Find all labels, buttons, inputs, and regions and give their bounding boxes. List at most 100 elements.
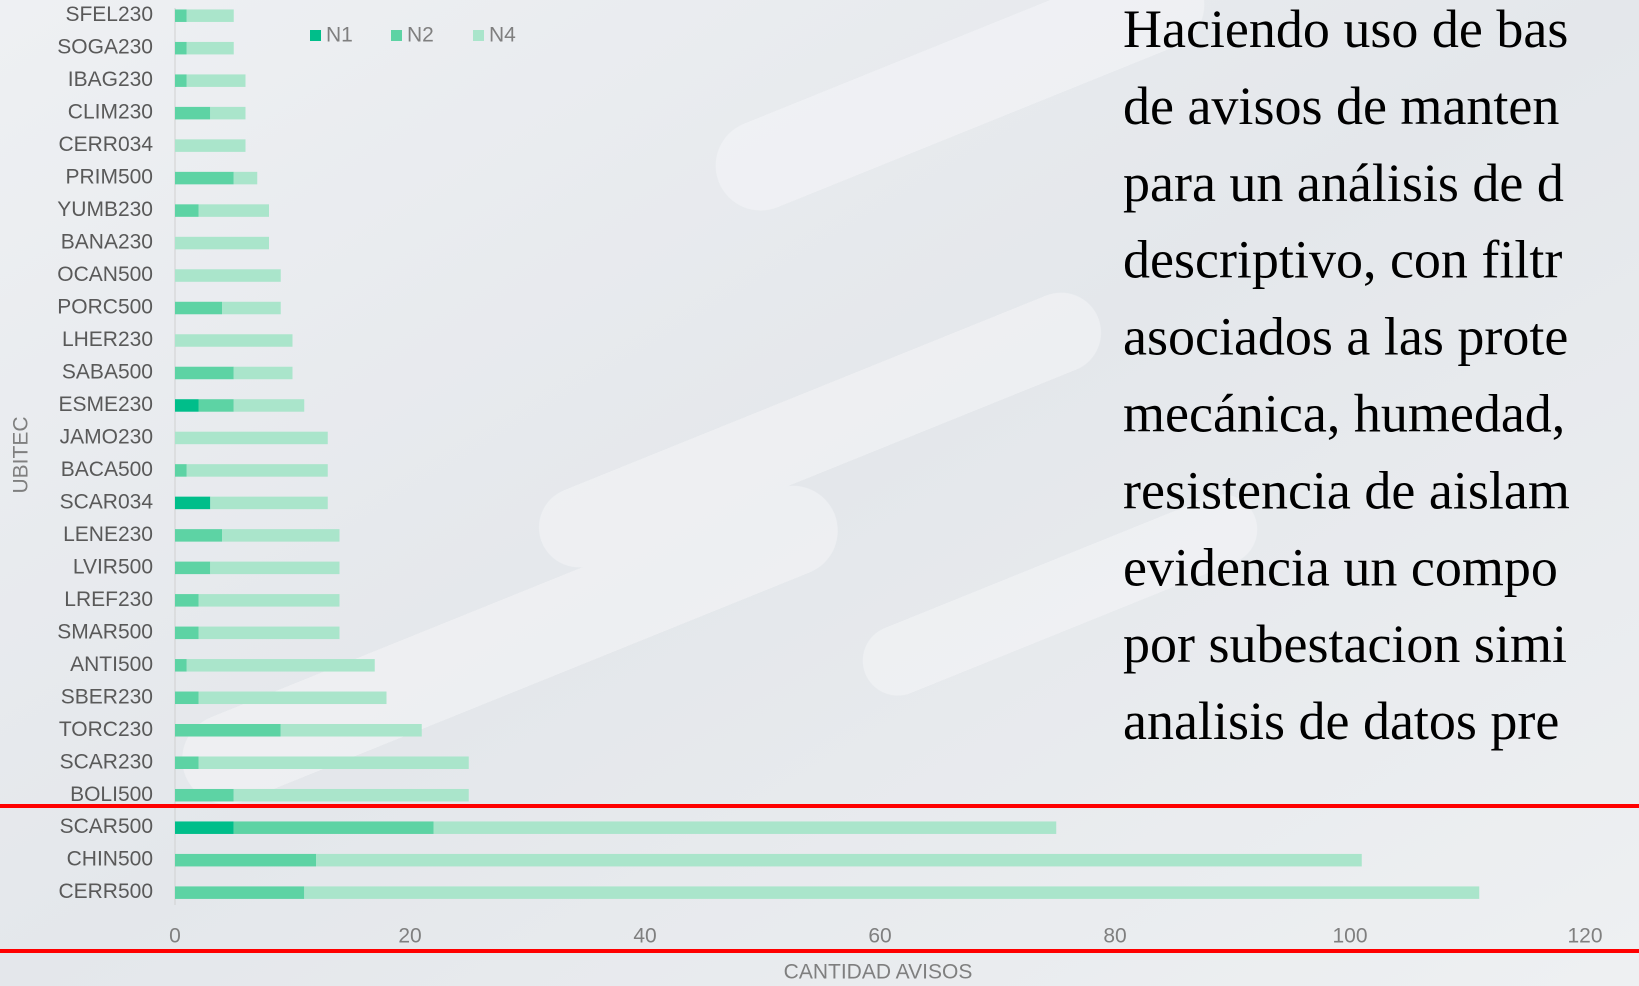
paragraph-line: analisis de datos pre: [1123, 691, 1559, 751]
paragraph-line: para un análisis de d: [1123, 153, 1564, 213]
bar-segment: [222, 529, 340, 542]
bar-segment: [175, 788, 234, 802]
bar-segment: [175, 171, 234, 185]
bar-segment: [175, 139, 246, 152]
bar-segment: [175, 301, 222, 315]
bar-segment: [175, 464, 187, 477]
bar-segment: [175, 496, 211, 510]
y-tick-label: BOLI500: [70, 783, 153, 806]
y-tick-label: BACA500: [61, 458, 153, 481]
y-tick-label: BANA230: [61, 231, 153, 254]
bar-segment: [175, 756, 199, 769]
bar-segment: [175, 529, 222, 542]
bar-segment: [175, 821, 234, 834]
bar-segment: [233, 821, 434, 834]
y-tick-label: SMAR500: [57, 620, 153, 643]
bar-segment: [186, 41, 234, 55]
bar-segment: [198, 399, 234, 412]
y-tick-label: ESME230: [58, 393, 153, 416]
paragraph-line: descriptivo, con filtr: [1123, 230, 1562, 290]
bar-segment: [233, 399, 305, 412]
y-tick-label: CERR034: [58, 133, 153, 156]
bar-segment: [175, 886, 305, 899]
paragraph-line: mecánica, humedad,: [1123, 384, 1565, 444]
y-tick-label: JAMO230: [60, 425, 153, 448]
x-tick-label: 20: [398, 925, 421, 948]
bar-segment: [280, 724, 422, 737]
bar-segment: [175, 74, 187, 87]
bar-segment: [433, 821, 1057, 834]
bar-segment: [210, 561, 340, 575]
bar-segment: [186, 74, 246, 87]
bar-segment: [233, 788, 469, 802]
bar-segment: [233, 171, 258, 185]
legend-label: N2: [407, 24, 434, 47]
y-tick-label: OCAN500: [57, 263, 153, 286]
y-tick-label: SOGA230: [57, 36, 153, 59]
bar-segment: [175, 236, 269, 250]
bar-segment: [175, 626, 199, 640]
legend-label: N1: [326, 24, 353, 47]
y-tick-label: SBER230: [61, 685, 153, 708]
bar-segment: [175, 204, 199, 217]
bar-segment: [186, 659, 375, 672]
x-tick-label: 60: [868, 925, 891, 948]
y-tick-label: LREF230: [64, 588, 153, 611]
y-tick-label: ANTI500: [70, 653, 153, 676]
bar-segment: [175, 691, 199, 705]
x-tick-label: 120: [1567, 925, 1602, 948]
y-tick-label: PORC500: [57, 296, 153, 319]
bar-segment: [198, 626, 340, 640]
bar-segment: [198, 204, 269, 217]
bar-segment: [210, 106, 246, 120]
bar-segment: [175, 594, 199, 607]
bar-segment: [175, 431, 328, 445]
bars: [175, 9, 1480, 899]
paragraph: Haciendo uso de bas de avisos de manten pa…: [1123, 0, 1570, 751]
bar-segment: [316, 853, 1362, 867]
y-tick-label: SFEL230: [65, 3, 153, 26]
y-tick-label: TORC230: [59, 718, 153, 741]
bar-segment: [198, 691, 387, 705]
y-tick-label: LHER230: [62, 328, 153, 351]
y-tick-label: LENE230: [63, 523, 153, 546]
y-tick-label: SCAR500: [60, 815, 153, 838]
bar-segment: [175, 269, 281, 282]
x-tick-label: 0: [169, 925, 181, 948]
x-axis-title: CANTIDAD AVISOS: [784, 961, 973, 984]
bar-segment: [210, 496, 328, 510]
bar-segment: [175, 399, 199, 412]
bar-segment: [198, 756, 469, 769]
bar-segment: [175, 41, 187, 55]
bar-segment: [186, 464, 328, 477]
bar-segment: [175, 9, 187, 22]
paragraph-line: Haciendo uso de bas: [1123, 0, 1568, 59]
y-tick-label: CERR500: [58, 880, 153, 903]
bar-segment: [175, 659, 187, 672]
paragraph-line: evidencia un compo: [1123, 537, 1558, 597]
legend-label: N4: [489, 24, 516, 47]
paragraph-line: por subestacion simi: [1123, 614, 1567, 674]
bar-segment: [186, 9, 234, 22]
y-tick-label: SCAR230: [60, 750, 153, 773]
y-tick-label: YUMB230: [57, 198, 153, 221]
y-tick-label: CLIM230: [68, 101, 153, 124]
bar-segment: [175, 561, 211, 575]
y-tick-label: IBAG230: [68, 68, 153, 91]
bar-segment: [175, 853, 316, 867]
paragraph-line: asociados a las prote: [1123, 307, 1568, 367]
x-tick-label: 100: [1332, 925, 1367, 948]
bar-segment: [222, 301, 281, 315]
bar-segment: [175, 334, 293, 347]
bar-segment: [233, 366, 293, 380]
bar-segment: [175, 366, 234, 380]
y-tick-label: CHIN500: [67, 848, 153, 871]
y-tick-label: SCAR034: [60, 490, 154, 513]
paragraph-line: de avisos de manten: [1123, 76, 1559, 136]
legend-swatch: [473, 30, 484, 41]
y-tick-label: LVIR500: [73, 555, 153, 578]
x-tick-label: 40: [633, 925, 656, 948]
bar-segment: [175, 724, 281, 737]
